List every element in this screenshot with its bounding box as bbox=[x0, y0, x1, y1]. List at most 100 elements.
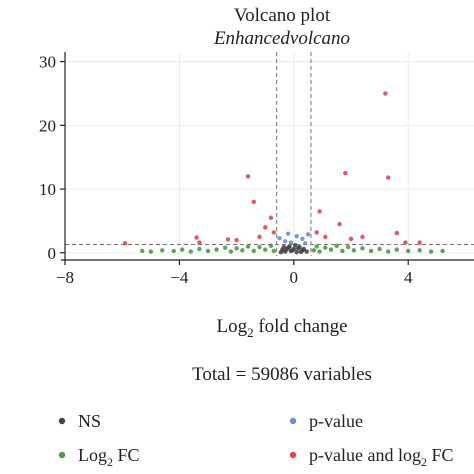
legend: NS p-value Log2 FC p-value and log2 FC bbox=[58, 411, 454, 469]
point-p-value-and-log2-fc bbox=[323, 234, 328, 240]
cutoff-lines bbox=[65, 52, 474, 256]
point-p-value bbox=[283, 239, 288, 244]
point-log2-fc bbox=[360, 246, 365, 251]
point-log2-fc bbox=[205, 248, 211, 254]
point-p-value-and-log2-fc bbox=[383, 91, 388, 96]
point-ns bbox=[301, 246, 307, 252]
y-tick-label: 0 bbox=[48, 244, 57, 263]
point-p-value bbox=[288, 240, 294, 245]
point-log2-fc bbox=[334, 243, 339, 248]
point-log2-fc bbox=[240, 248, 245, 253]
point-log2-fc bbox=[311, 248, 317, 253]
y-tick-label: 30 bbox=[39, 53, 56, 72]
point-log2-fc bbox=[222, 245, 228, 250]
point-log2-fc bbox=[345, 244, 351, 250]
point-log2-fc bbox=[148, 249, 154, 254]
point-log2-fc bbox=[394, 247, 399, 252]
point-log2-fc bbox=[368, 248, 374, 254]
point-p-value-and-log2-fc bbox=[417, 240, 422, 245]
legend-marker-p-value bbox=[289, 417, 297, 425]
point-log2-fc bbox=[171, 248, 176, 254]
legend-label-p-value-and-log: p-value and log2 FC bbox=[309, 445, 454, 469]
point-log2-fc bbox=[228, 249, 234, 254]
point-log2-fc bbox=[271, 248, 276, 254]
point-log2-fc bbox=[377, 246, 382, 252]
point-p-value-and-log2-fc bbox=[194, 235, 199, 240]
point-p-value bbox=[300, 236, 305, 241]
point-ns bbox=[294, 249, 299, 255]
point-log2-fc bbox=[385, 249, 391, 254]
point-p-value-and-log2-fc bbox=[122, 241, 128, 246]
total-variables-caption: Total = 59086 variables bbox=[192, 364, 372, 385]
chart-subtitle: Enhancedvolcano bbox=[213, 28, 350, 49]
point-ns bbox=[293, 242, 298, 248]
point-p-value-and-log2-fc bbox=[343, 170, 348, 176]
point-log2-fc bbox=[328, 247, 334, 252]
point-p-value-and-log2-fc bbox=[360, 234, 365, 240]
point-p-value-and-log2-fc bbox=[257, 234, 262, 240]
point-p-value bbox=[294, 234, 299, 239]
point-log2-fc bbox=[428, 249, 434, 254]
legend-label-log: Log2 FC bbox=[78, 445, 140, 469]
point-ns bbox=[298, 249, 304, 255]
x-axis-label: Log2 fold change bbox=[216, 316, 347, 340]
point-p-value bbox=[285, 231, 291, 236]
point-p-value-and-log2-fc bbox=[263, 225, 268, 230]
point-log2-fc bbox=[351, 248, 357, 253]
point-log2-fc bbox=[197, 246, 202, 252]
point-log2-fc bbox=[214, 247, 219, 252]
point-ns bbox=[287, 244, 292, 249]
legend-marker-log bbox=[58, 451, 66, 459]
point-log2-fc bbox=[251, 248, 256, 254]
y-tick-label: 10 bbox=[39, 180, 56, 199]
point-ns bbox=[295, 246, 301, 251]
legend-marker-p-value-and-log bbox=[289, 451, 297, 459]
point-log2-fc bbox=[340, 248, 345, 254]
legend-label-ns: NS bbox=[78, 411, 101, 431]
point-log2-fc bbox=[317, 249, 322, 254]
legend-marker-ns bbox=[58, 417, 66, 425]
point-log2-fc bbox=[188, 249, 194, 254]
point-log2-fc bbox=[314, 244, 319, 249]
point-p-value bbox=[277, 235, 282, 241]
point-ns bbox=[290, 248, 295, 253]
chart-title: Volcano plot bbox=[234, 5, 331, 26]
point-p-value-and-log2-fc bbox=[251, 199, 256, 205]
point-log2-fc bbox=[234, 246, 239, 251]
point-p-value-and-log2-fc bbox=[403, 240, 408, 245]
point-log2-fc bbox=[263, 247, 268, 252]
point-log2-fc bbox=[257, 244, 262, 250]
legend-label-p-value: p-value bbox=[309, 411, 363, 431]
x-tick-label: 0 bbox=[290, 268, 299, 287]
point-p-value-and-log2-fc bbox=[234, 237, 239, 243]
point-p-value-and-log2-fc bbox=[197, 240, 202, 245]
point-log2-fc bbox=[140, 248, 145, 254]
point-p-value-and-log2-fc bbox=[271, 230, 276, 235]
grid-lines bbox=[64, 52, 474, 256]
point-log2-fc bbox=[180, 247, 185, 252]
point-p-value-and-log2-fc bbox=[394, 230, 399, 236]
x-tick-label: −4 bbox=[170, 268, 189, 287]
point-log2-fc bbox=[245, 244, 251, 249]
point-p-value bbox=[303, 241, 308, 246]
point-log2-fc bbox=[417, 248, 422, 253]
point-p-value bbox=[305, 232, 311, 237]
point-log2-fc bbox=[440, 248, 445, 254]
point-ns bbox=[304, 249, 309, 254]
point-p-value-and-log2-fc bbox=[385, 175, 391, 180]
x-tick-label: −8 bbox=[56, 268, 74, 287]
point-p-value-and-log2-fc bbox=[225, 237, 231, 242]
point-log2-fc bbox=[160, 248, 165, 253]
x-tick-label: 4 bbox=[404, 268, 413, 287]
point-p-value-and-log2-fc bbox=[337, 221, 342, 227]
point-ns bbox=[278, 249, 284, 255]
point-p-value-and-log2-fc bbox=[348, 236, 354, 241]
point-ns bbox=[284, 247, 289, 252]
point-p-value-and-log2-fc bbox=[314, 230, 319, 235]
point-p-value-and-log2-fc bbox=[245, 174, 251, 179]
point-p-value-and-log2-fc bbox=[317, 209, 322, 214]
point-p-value-and-log2-fc bbox=[268, 215, 274, 220]
y-tick-label: 20 bbox=[39, 116, 56, 135]
point-log2-fc bbox=[268, 243, 274, 248]
